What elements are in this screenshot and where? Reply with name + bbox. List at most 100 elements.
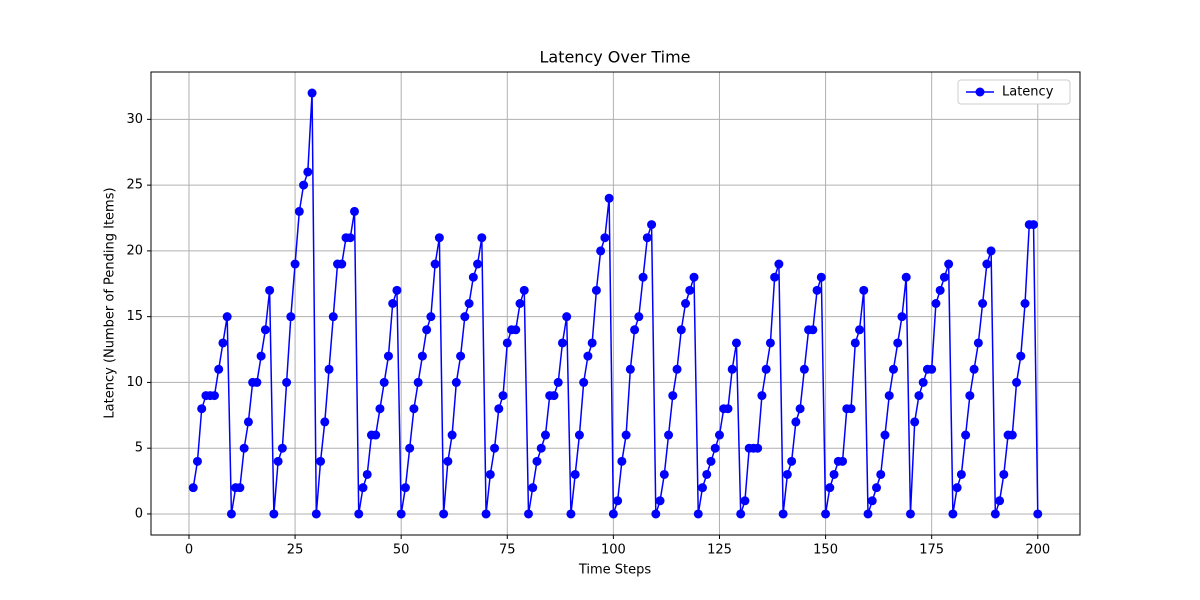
data-point [540,430,550,440]
data-point [239,443,249,453]
data-point [379,377,389,387]
data-point [553,377,563,387]
legend-label: Latency [1002,85,1054,100]
chart-title: Latency Over Time [539,48,690,67]
x-axis-label: Time Steps [578,563,652,578]
data-point [952,483,962,493]
data-point [371,430,381,440]
data-point [434,233,444,243]
data-point [519,285,529,295]
data-point [672,364,682,374]
data-point [676,325,686,335]
data-point [753,443,763,453]
data-point [901,272,911,282]
data-point [931,299,941,308]
data-point [443,456,453,466]
x-tick-label: 75 [499,543,516,558]
data-point [893,338,903,348]
data-point [188,483,198,493]
data-point [579,377,589,387]
data-point [808,325,818,335]
data-point [570,469,580,479]
data-point [642,233,652,243]
data-point [795,404,805,414]
series-line [192,93,1039,515]
data-point [888,364,898,374]
data-point [277,443,287,453]
data-point [536,443,546,453]
legend-marker [975,87,985,97]
data-point [617,456,627,466]
x-tick-label: 175 [919,543,944,558]
data-point [1033,509,1043,519]
data-point [884,391,894,401]
data-point [328,312,338,322]
y-tick-label: 10 [126,375,143,390]
data-point [914,391,924,401]
data-point [978,299,988,308]
data-point [647,220,657,230]
data-point [269,509,279,519]
data-point [490,443,500,453]
data-point [197,404,207,414]
y-tick-label: 5 [135,441,143,456]
data-point [417,351,427,361]
data-point [782,469,792,479]
data-point [383,351,393,361]
data-point [557,338,567,348]
data-point [303,167,313,177]
data-point [316,456,326,466]
data-point [1007,430,1017,440]
data-point [689,272,699,282]
data-point [621,430,631,440]
data-point [651,509,661,519]
data-point [349,206,359,216]
data-point [727,364,737,374]
data-point [969,364,979,374]
data-point [388,299,398,308]
data-point [791,417,801,427]
data-point [362,469,372,479]
data-point [935,285,945,295]
data-point [867,496,877,506]
data-point [192,456,202,466]
data-point [702,469,712,479]
data-point [948,509,958,519]
data-point [1016,351,1026,361]
data-point [252,377,262,387]
data-point [761,364,771,374]
data-point [965,391,975,401]
data-point [740,496,750,506]
data-point [337,259,347,269]
data-point [502,338,512,348]
data-point [324,364,334,374]
data-point [439,509,449,519]
data-point [944,259,954,269]
x-tick-label: 200 [1025,543,1050,558]
data-point [311,509,321,519]
data-point [897,312,907,322]
data-point [375,404,385,414]
data-point [825,483,835,493]
data-point [409,404,419,414]
data-point [320,417,330,427]
data-point [736,509,746,519]
data-point [1020,299,1030,308]
data-point [910,417,920,427]
data-point [859,285,869,295]
data-point [528,483,538,493]
data-point [850,338,860,348]
data-point [846,404,856,414]
data-point [562,312,572,322]
y-tick-label: 30 [126,112,143,127]
data-point [392,285,402,295]
data-point [532,456,542,466]
data-point [511,325,521,335]
x-tick-label: 125 [707,543,732,558]
data-point [982,259,992,269]
y-tick-label: 15 [126,309,143,324]
data-point [787,456,797,466]
data-point [265,285,275,295]
data-point [668,391,678,401]
